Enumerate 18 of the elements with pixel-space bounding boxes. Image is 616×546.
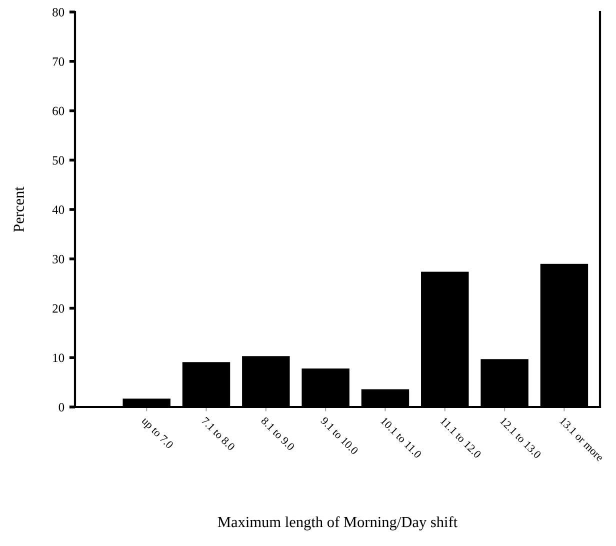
x-tick-label: 11.1 to 12.0 <box>440 416 482 459</box>
y-tick-label: 30 <box>52 254 64 264</box>
y-tick-label: 60 <box>52 106 64 116</box>
x-tick-label: 8.1 to 9.0 <box>260 416 296 451</box>
x-axis-title: Maximum length of Morning/Day shift <box>218 516 458 530</box>
y-tick-label: 20 <box>52 304 64 313</box>
y-axis-title: Percent <box>14 186 24 232</box>
y-tick-label: 10 <box>53 354 64 362</box>
x-tick-label: 10.1 to 11.0 <box>380 416 422 459</box>
x-tick-label: 9.1 to 10.0 <box>320 416 359 455</box>
y-tick-label: 50 <box>52 156 64 165</box>
y-tick-label: 40 <box>52 206 64 214</box>
x-tick-label: 7.1 to 8.0 <box>201 416 236 451</box>
x-tick-label: 12.1 to 13.0 <box>500 416 542 459</box>
y-tick-label: 80 <box>52 8 64 16</box>
y-tick-label: 70 <box>52 57 64 66</box>
x-tick-label: up to 7.0 <box>140 416 174 451</box>
y-tick-label: 0 <box>58 403 64 412</box>
